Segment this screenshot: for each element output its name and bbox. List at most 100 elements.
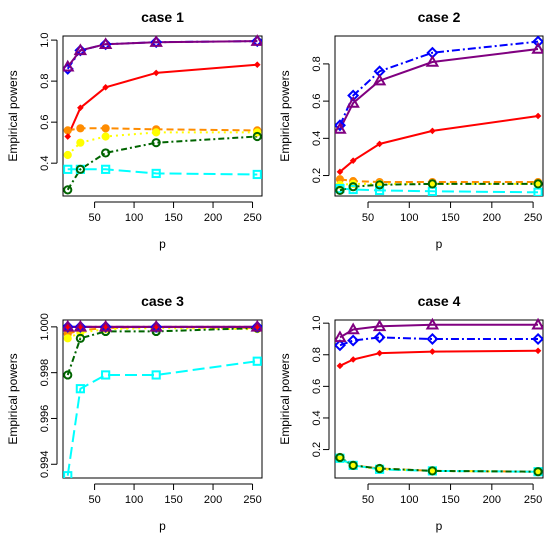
- data-point: [426, 332, 439, 345]
- data-point: [253, 61, 261, 69]
- y-tick-label: 0.994: [39, 450, 51, 478]
- panel-case-3: case 3 50 100 150 200 250 0.994 0.996 0.998 1.000…: [6, 293, 263, 533]
- data-point: [349, 356, 357, 363]
- y-axis-label: Empirical powers: [6, 70, 20, 161]
- data-point: [252, 131, 262, 142]
- data-point: [425, 317, 440, 330]
- data-point: [63, 185, 73, 195]
- data-point: [64, 133, 72, 140]
- x-tick-label: 50: [88, 212, 100, 224]
- series-line: [339, 336, 538, 347]
- data-point: [376, 140, 383, 148]
- plot-frame: [334, 35, 544, 197]
- y-tick-label: 0.2: [311, 168, 323, 183]
- data-point: [101, 124, 110, 133]
- y-axis-label: Empirical powers: [6, 353, 20, 444]
- data-point: [376, 349, 383, 357]
- series-line: [339, 323, 538, 339]
- data-point: [374, 463, 385, 474]
- data-point: [372, 319, 387, 332]
- data-point: [533, 187, 543, 196]
- data-point: [348, 460, 358, 470]
- y-tick-label: 0.2: [311, 442, 323, 457]
- y-tick-label: 0.4: [311, 410, 323, 425]
- series-line: [66, 327, 258, 376]
- series-line: [67, 127, 258, 132]
- x-tick-label: 150: [441, 494, 459, 506]
- y-tick-label: 0.4: [311, 131, 323, 146]
- x-tick-label: 50: [88, 494, 100, 506]
- data-point: [347, 334, 360, 347]
- plot-frame: [334, 319, 544, 479]
- x-tick-label: 200: [204, 494, 222, 506]
- data-point: [374, 180, 385, 190]
- y-tick-label: 0.6: [39, 115, 51, 130]
- data-point: [250, 319, 262, 332]
- chart-title: case 3: [141, 293, 184, 309]
- data-point: [152, 128, 161, 137]
- data-point: [335, 122, 347, 134]
- data-point: [101, 132, 110, 141]
- series-line: [339, 457, 539, 473]
- data-point: [531, 42, 543, 54]
- panel-case-1: case 1 50 100 150 200 250 0.4 0.6 0.8 1.0 p Empiric…: [6, 9, 263, 251]
- y-axis-label: Empirical powers: [278, 353, 292, 444]
- series-line: [67, 131, 258, 156]
- data-point: [149, 319, 163, 332]
- data-point: [429, 348, 436, 355]
- x-tick-label: 50: [362, 494, 374, 506]
- data-point: [63, 59, 75, 72]
- y-tick-label: 0.6: [311, 379, 323, 394]
- data-point: [76, 138, 85, 147]
- data-point: [76, 124, 85, 133]
- series-line: [339, 187, 539, 194]
- data-point: [250, 34, 262, 46]
- data-point: [77, 104, 84, 112]
- panel-case-4: case 4 50 100 150 200 250 0.2 0.4 0.6 0.8 1.0 p Empi…: [278, 293, 544, 533]
- data-point: [427, 179, 437, 189]
- series-line: [66, 40, 258, 68]
- x-tick-label: 50: [362, 212, 374, 224]
- plot-frame: [62, 319, 263, 479]
- chart-title: case 2: [418, 9, 461, 25]
- data-point: [75, 164, 85, 174]
- series-line: [339, 40, 539, 126]
- plot-frame: [62, 35, 263, 197]
- x-tick-label: 200: [483, 212, 501, 224]
- data-point: [533, 179, 543, 189]
- y-axis-label: Empirical powers: [278, 70, 292, 161]
- y-tick-label: 0.4: [39, 156, 51, 171]
- series-line: [339, 349, 539, 367]
- data-point: [335, 185, 345, 196]
- series-group: [63, 319, 262, 478]
- series-line: [339, 48, 539, 130]
- x-tick-label: 100: [400, 212, 418, 224]
- series-group: [335, 317, 543, 477]
- y-tick-label: 0.8: [39, 73, 51, 88]
- data-point: [101, 370, 111, 380]
- data-point: [532, 332, 543, 345]
- series-group: [63, 34, 262, 195]
- data-point: [346, 322, 360, 335]
- panel-case-2: case 2 50 100 150 200 250 0.2 0.4 0.6 0.8 p Empiric…: [278, 9, 544, 251]
- data-point: [429, 127, 436, 135]
- x-tick-label: 250: [524, 212, 542, 224]
- data-point: [335, 452, 345, 463]
- data-point: [73, 319, 88, 332]
- data-point: [336, 362, 344, 370]
- data-point: [534, 347, 542, 355]
- x-axis-label: p: [436, 237, 443, 251]
- data-point: [347, 89, 360, 102]
- x-tick-label: 250: [243, 494, 261, 506]
- series-line: [339, 115, 539, 173]
- y-tick-label: 0.996: [39, 405, 51, 433]
- data-point: [151, 370, 161, 380]
- data-point: [63, 370, 73, 380]
- y-tick-label: 0.8: [311, 56, 323, 71]
- x-tick-label: 100: [125, 212, 143, 224]
- series-line: [339, 182, 538, 192]
- data-point: [63, 471, 73, 478]
- x-tick-label: 200: [204, 212, 222, 224]
- data-point: [425, 55, 440, 67]
